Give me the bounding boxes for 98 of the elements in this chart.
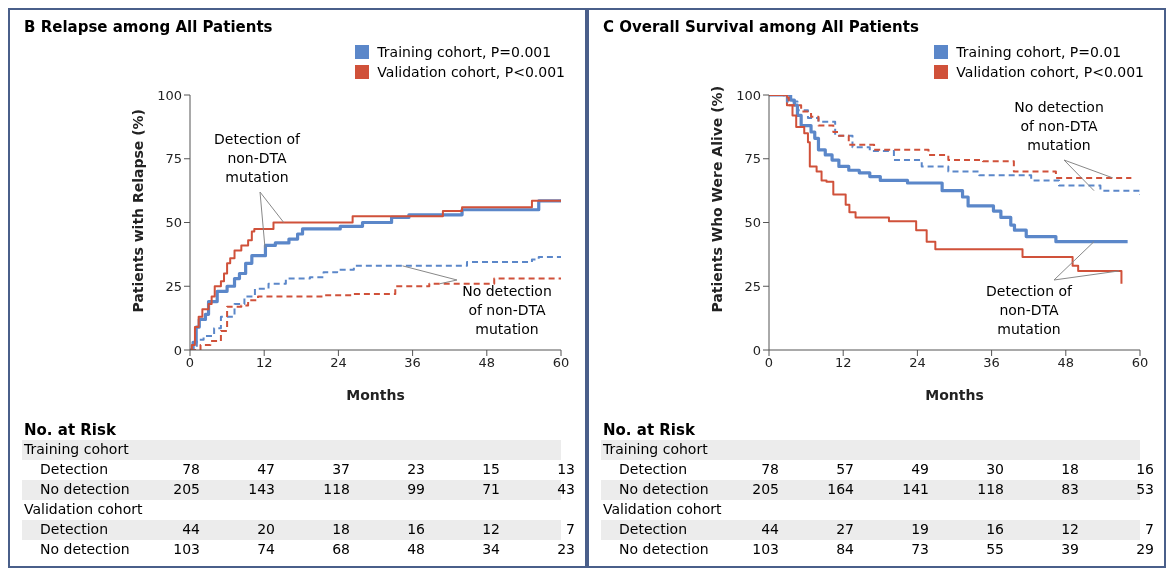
y-axis-title: Patients Who Were Alive (%): [708, 85, 725, 313]
text: 44: [760, 521, 779, 537]
y-tick-label: 50: [744, 215, 761, 231]
text: 15: [481, 461, 500, 477]
text: 19: [910, 521, 929, 537]
text: 7: [1144, 521, 1154, 537]
text: 34: [481, 541, 500, 557]
text: 18: [1060, 461, 1079, 477]
text: 164: [826, 481, 854, 497]
chart-title: B Relapse among All Patients: [24, 18, 273, 36]
text: 83: [1060, 481, 1079, 497]
text: 47: [256, 461, 275, 477]
text: 68: [331, 541, 350, 557]
text: 71: [481, 481, 500, 497]
text: 16: [1135, 461, 1154, 477]
x-tick-label: 24: [909, 355, 926, 371]
y-tick-label: 0: [173, 342, 182, 358]
text: 143: [247, 481, 275, 497]
text: 12: [481, 521, 500, 537]
x-tick-label: 60: [552, 355, 570, 371]
text: No detection: [619, 541, 709, 557]
text: Validation cohort: [24, 501, 143, 517]
text: 118: [322, 481, 350, 497]
text: 13: [556, 461, 575, 477]
text: Detection: [40, 461, 109, 477]
text: 78: [181, 461, 200, 477]
text: 27: [835, 521, 854, 537]
text: 12: [1060, 521, 1079, 537]
x-tick-label: 48: [478, 355, 496, 371]
y-tick-label: 25: [744, 278, 761, 294]
y-tick-label: 0: [752, 342, 761, 358]
text: Detection: [619, 521, 688, 537]
chart-title: C Overall Survival among All Patients: [603, 18, 919, 36]
text: No detection: [619, 481, 709, 497]
text: 29: [1135, 541, 1154, 557]
text: 53: [1135, 481, 1154, 497]
text: 39: [1060, 541, 1079, 557]
text: No detection: [40, 481, 130, 497]
x-axis-title: Months: [925, 387, 984, 403]
text: 99: [406, 481, 425, 497]
y-tick-label: 100: [736, 87, 761, 103]
x-tick-label: 36: [983, 355, 1000, 371]
x-tick-label: 12: [834, 355, 852, 371]
y-tick-label: 75: [165, 151, 182, 167]
y-tick-label: 75: [744, 151, 761, 167]
x-tick-label: 24: [330, 355, 347, 371]
text: 43: [556, 481, 575, 497]
annotation: Detection of non-DTA mutation: [985, 282, 1074, 339]
text: 141: [901, 481, 929, 497]
text: 7: [565, 521, 575, 537]
text: 73: [910, 541, 929, 557]
x-axis-title: Months: [346, 387, 405, 403]
text: 48: [406, 541, 425, 557]
text: 49: [910, 461, 929, 477]
x-tick-label: 0: [764, 355, 774, 371]
text: Validation cohort: [603, 501, 722, 517]
y-axis-title: Patients with Relapse (%): [129, 108, 146, 313]
legend-label: Validation cohort, P<0.001: [377, 64, 565, 80]
text: 103: [172, 541, 200, 557]
text: 44: [181, 521, 200, 537]
text: 205: [172, 481, 200, 497]
text: 30: [985, 461, 1004, 477]
text: 16: [406, 521, 425, 537]
text: Detection: [40, 521, 109, 537]
x-tick-label: 48: [1057, 355, 1075, 371]
annotation: No detection of non-DTA mutation: [461, 282, 553, 339]
text: 205: [751, 481, 779, 497]
text: 16: [985, 521, 1004, 537]
text: 23: [556, 541, 575, 557]
x-tick-label: 0: [185, 355, 195, 371]
text: Training cohort: [603, 441, 708, 457]
text: 37: [331, 461, 350, 477]
text: 23: [406, 461, 425, 477]
x-tick-label: 60: [1131, 355, 1149, 371]
y-tick-label: 100: [157, 87, 182, 103]
legend-label: Validation cohort, P<0.001: [956, 64, 1144, 80]
annotation: Detection of non-DTA mutation: [213, 130, 302, 187]
text: Training cohort: [24, 441, 129, 457]
text: 57: [835, 461, 854, 477]
text: 118: [976, 481, 1004, 497]
text: 18: [331, 521, 350, 537]
y-tick-label: 50: [165, 215, 182, 231]
text: No detection: [40, 541, 130, 557]
text: 20: [256, 521, 275, 537]
x-tick-label: 36: [404, 355, 421, 371]
annotation: No detection of non-DTA mutation: [1013, 98, 1105, 155]
text: 55: [985, 541, 1004, 557]
text: No. at Risk: [603, 421, 695, 439]
legend-label: Training cohort, P=0.01: [956, 44, 1122, 60]
text: No. at Risk: [24, 421, 116, 439]
text: 74: [256, 541, 275, 557]
legend-label: Training cohort, P=0.001: [377, 44, 552, 60]
y-tick-label: 25: [165, 278, 182, 294]
text: 103: [751, 541, 779, 557]
x-tick-label: 12: [255, 355, 273, 371]
text: 78: [760, 461, 779, 477]
text: 84: [835, 541, 854, 557]
text: Detection: [619, 461, 688, 477]
